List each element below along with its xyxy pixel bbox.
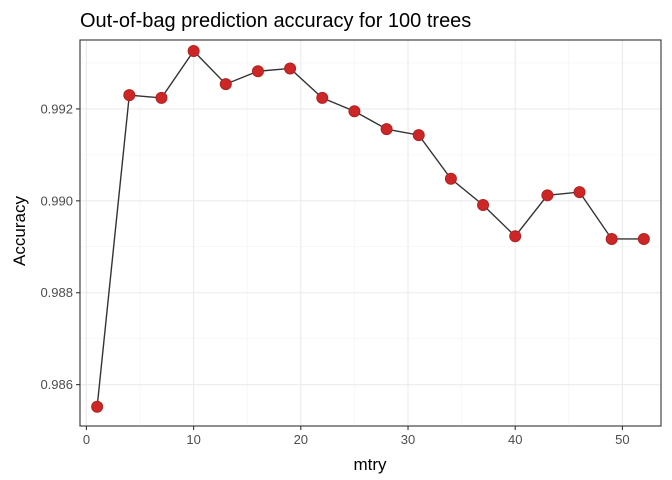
x-tick-label: 10 bbox=[186, 432, 200, 447]
x-tick-label: 20 bbox=[294, 432, 308, 447]
data-point bbox=[348, 105, 361, 118]
x-tick-label: 50 bbox=[615, 432, 629, 447]
x-tick-label: 40 bbox=[508, 432, 522, 447]
data-point bbox=[219, 78, 232, 91]
x-tick-label: 0 bbox=[83, 432, 90, 447]
plot-panel bbox=[79, 39, 662, 427]
data-point bbox=[541, 189, 554, 202]
y-tick-label: 0.992 bbox=[40, 101, 73, 116]
data-point bbox=[509, 230, 522, 243]
y-axis-label: Accuracy bbox=[10, 196, 29, 266]
data-point bbox=[477, 198, 490, 211]
data-point bbox=[444, 172, 457, 185]
data-point bbox=[605, 232, 618, 245]
data-point bbox=[637, 232, 650, 245]
data-point bbox=[187, 45, 200, 58]
series-line bbox=[96, 49, 644, 407]
chart-title: Out-of-bag prediction accuracy for 100 t… bbox=[80, 10, 471, 32]
data-point bbox=[155, 91, 168, 104]
data-point bbox=[412, 129, 425, 142]
data-series bbox=[91, 45, 650, 413]
data-point bbox=[380, 123, 393, 136]
data-point bbox=[251, 65, 264, 78]
y-tick-label: 0.988 bbox=[40, 285, 73, 300]
data-point bbox=[91, 400, 104, 413]
axes: 0 10 20 30 40 50 0.986 0.988 0.990 0.992 bbox=[40, 101, 629, 447]
data-point bbox=[284, 62, 297, 75]
x-tick-label: 30 bbox=[401, 432, 415, 447]
y-tick-label: 0.990 bbox=[40, 193, 73, 208]
x-axis-label: mtry bbox=[353, 455, 387, 474]
data-point bbox=[316, 91, 329, 104]
data-point bbox=[123, 89, 136, 102]
data-point bbox=[573, 186, 586, 199]
y-tick-label: 0.986 bbox=[40, 377, 73, 392]
